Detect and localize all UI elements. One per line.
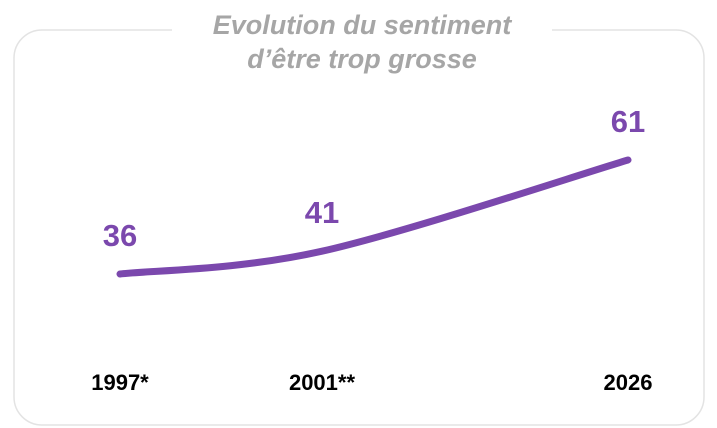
- data-label: 61: [611, 104, 645, 139]
- chart-title: Evolution du sentiment d’être trop gross…: [172, 8, 552, 76]
- x-tick-label: 2001**: [289, 370, 356, 395]
- line: [116, 156, 632, 278]
- x-tick-label: 2026: [604, 370, 653, 395]
- data-label: 41: [305, 195, 339, 230]
- data-label: 36: [103, 218, 137, 253]
- x-tick-label: 1997*: [91, 370, 149, 395]
